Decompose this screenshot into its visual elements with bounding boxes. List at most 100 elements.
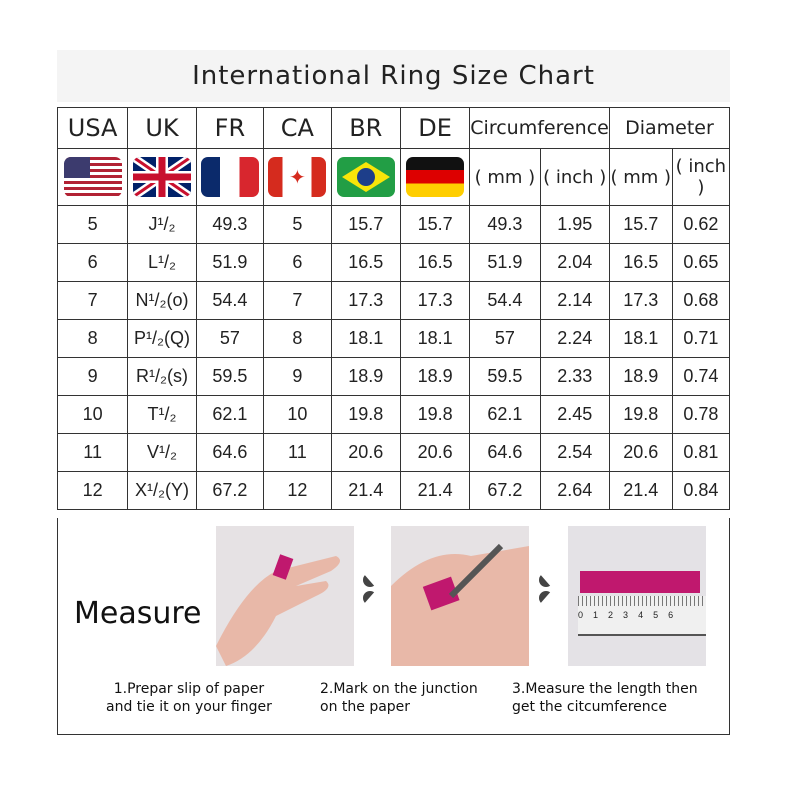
table-cell: V¹/₂ xyxy=(127,433,197,472)
table-cell: 17.3 xyxy=(330,281,401,320)
table-cell: 18.9 xyxy=(399,357,471,396)
measure-heading: Measure xyxy=(74,596,202,631)
table-cell: 67.2 xyxy=(469,471,541,510)
table-cell: 59.5 xyxy=(469,357,541,396)
table-cell: 62.1 xyxy=(469,395,541,434)
table-cell: 54.4 xyxy=(469,281,541,320)
table-row: 11 V¹/₂ 64.6 11 20.6 20.6 64.6 2.54 20.6 0.81 xyxy=(56,433,731,472)
table-cell: 54.4 xyxy=(195,281,265,320)
table-cell: 67.2 xyxy=(195,471,265,510)
table-cell: 17.3 xyxy=(399,281,471,320)
table-cell: 64.6 xyxy=(195,433,265,472)
table-cell: N¹/₂(o) xyxy=(127,281,197,320)
table-row: 9 R¹/₂(s) 59.5 9 18.9 18.9 59.5 2.33 18.9 0.74 xyxy=(56,357,731,396)
table-cell: 9 xyxy=(263,357,332,396)
table-row: 12 X¹/₂(Y) 67.2 12 21.4 21.4 67.2 2.64 21.4 0.84 xyxy=(56,471,731,510)
table-cell: 17.3 xyxy=(608,281,673,320)
table-cell: T¹/₂ xyxy=(127,395,197,434)
table-cell: L¹/₂ xyxy=(127,243,197,282)
table-row: 6 L¹/₂ 51.9 6 16.5 16.5 51.9 2.04 16.5 0.65 xyxy=(56,243,731,282)
step-1-line2: and tie it on your finger xyxy=(106,699,272,715)
table-cell: 10 xyxy=(56,395,129,434)
table-cell: 21.4 xyxy=(608,471,673,510)
step-3-line1: 3.Measure the length then xyxy=(512,681,698,697)
table-cell: 49.3 xyxy=(195,205,265,244)
header-usa: USA xyxy=(56,107,129,149)
table-cell: 0.74 xyxy=(671,357,731,396)
step1-photo xyxy=(216,526,354,666)
table-cell: 64.6 xyxy=(469,433,541,472)
unit-diam-mm: ( mm ) xyxy=(608,148,673,206)
table-cell: 15.7 xyxy=(608,205,673,244)
brazil-flag-icon xyxy=(336,157,395,197)
us-flag-icon xyxy=(63,157,122,197)
table-cell: 7 xyxy=(56,281,129,320)
arrow-icon xyxy=(363,573,377,605)
table-cell: 59.5 xyxy=(195,357,265,396)
table-cell: 2.33 xyxy=(539,357,610,396)
table-cell: 51.9 xyxy=(469,243,541,282)
table-cell: 18.1 xyxy=(399,319,471,358)
table-cell: R¹/₂(s) xyxy=(127,357,197,396)
table-cell: 15.7 xyxy=(399,205,471,244)
ruler-tick-label: 2 xyxy=(608,610,614,620)
table-cell: 57 xyxy=(469,319,541,358)
table-cell: 57 xyxy=(195,319,265,358)
table-cell: 0.81 xyxy=(671,433,731,472)
table-row: 8 P¹/₂(Q) 57 8 18.1 18.1 57 2.24 18.1 0.71 xyxy=(56,319,731,358)
unit-circ-inch: ( inch ) xyxy=(539,148,610,206)
table-cell: 9 xyxy=(56,357,129,396)
table-cell: 2.45 xyxy=(539,395,610,434)
table-row: 5 J¹/₂ 49.3 5 15.7 15.7 49.3 1.95 15.7 0.62 xyxy=(56,205,731,244)
table-cell: 6 xyxy=(263,243,332,282)
step-1-line1: 1.Prepar slip of paper xyxy=(113,681,265,697)
table-cell: 8 xyxy=(56,319,129,358)
table-cell: 51.9 xyxy=(195,243,265,282)
header-row: USA UK FR CA BR DE Circumference Diamete… xyxy=(56,107,731,149)
table-cell: 0.78 xyxy=(671,395,731,434)
table-cell: 49.3 xyxy=(469,205,541,244)
table-cell: 0.68 xyxy=(671,281,731,320)
table-cell: 18.9 xyxy=(330,357,401,396)
table-cell: 19.8 xyxy=(399,395,471,434)
table-row: 10 T¹/₂ 62.1 10 19.8 19.8 62.1 2.45 19.8 0.78 xyxy=(56,395,731,434)
table-cell: 2.14 xyxy=(539,281,610,320)
table-cell: P¹/₂(Q) xyxy=(127,319,197,358)
unit-circ-mm: ( mm ) xyxy=(469,148,541,206)
table-cell: 11 xyxy=(56,433,129,472)
table-cell: 2.64 xyxy=(539,471,610,510)
table-cell: X¹/₂(Y) xyxy=(127,471,197,510)
table-cell: 2.24 xyxy=(539,319,610,358)
table-cell: 21.4 xyxy=(330,471,401,510)
ruler-tick-label: 1 xyxy=(593,610,599,620)
table-cell: 5 xyxy=(263,205,332,244)
table-cell: 18.1 xyxy=(608,319,673,358)
table-cell: 20.6 xyxy=(608,433,673,472)
table-cell: 19.8 xyxy=(608,395,673,434)
ruler-tick-label: 5 xyxy=(653,610,659,620)
table-cell: 11 xyxy=(263,433,332,472)
france-flag-icon xyxy=(200,157,259,197)
table-cell: 19.8 xyxy=(330,395,401,434)
table-cell: 16.5 xyxy=(399,243,471,282)
ruler-tick-label: 4 xyxy=(638,610,644,620)
table-cell: 21.4 xyxy=(399,471,471,510)
table-cell: 16.5 xyxy=(330,243,401,282)
table-cell: 0.62 xyxy=(671,205,731,244)
step-2-line1: 2.Mark on the junction xyxy=(320,681,478,697)
chart-title: International Ring Size Chart xyxy=(57,50,730,102)
table-cell: 7 xyxy=(263,281,332,320)
header-de: DE xyxy=(399,107,471,149)
header-br: BR xyxy=(330,107,401,149)
table-cell: 15.7 xyxy=(330,205,401,244)
table-cell: 0.71 xyxy=(671,319,731,358)
table-cell: 8 xyxy=(263,319,332,358)
table-cell: 20.6 xyxy=(399,433,471,472)
step-1-text: 1.Prepar slip of paper and tie it on your… xyxy=(106,680,272,716)
step-3-line2: get the citcumference xyxy=(512,699,667,715)
ruler-tick-label: 0 xyxy=(578,610,584,620)
table-cell: 2.54 xyxy=(539,433,610,472)
ruler-tick-label: 6 xyxy=(668,610,674,620)
ruler-tick-label: 3 xyxy=(623,610,629,620)
